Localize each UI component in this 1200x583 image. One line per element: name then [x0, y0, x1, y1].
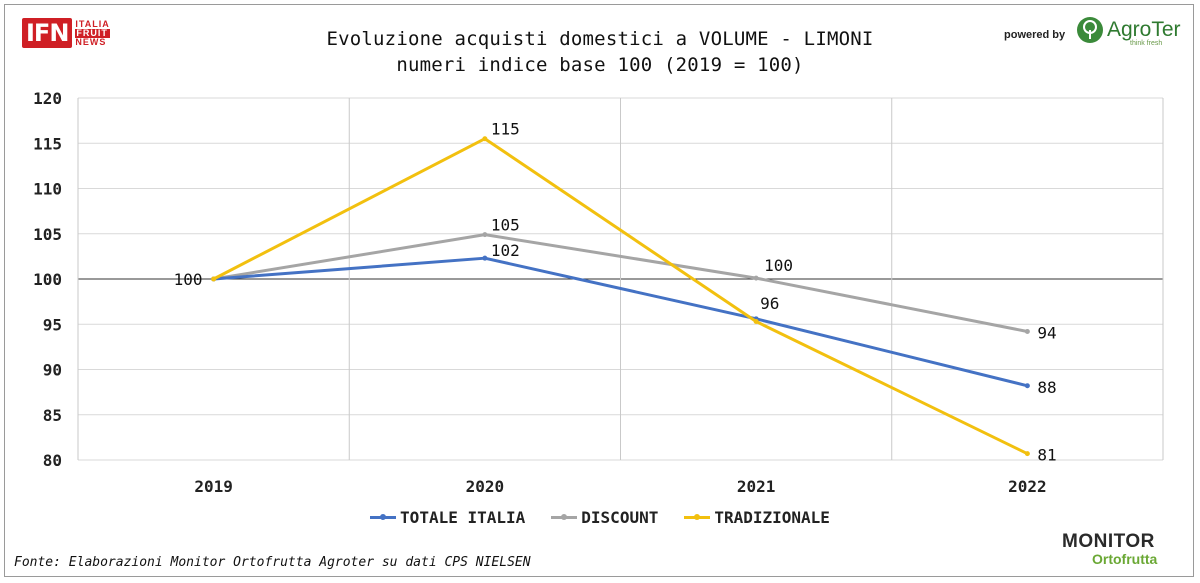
data-point-totale-italia-2022 — [1024, 383, 1030, 389]
ifn-logo: IFN ITALIA FRUIT NEWS — [22, 18, 110, 48]
data-label-discount-2020: 105 — [491, 216, 520, 235]
data-label-tradizionale-2022: 81 — [1037, 446, 1056, 465]
source-note: Fonte: Elaborazioni Monitor Ortofrutta A… — [14, 555, 531, 570]
ifn-logo-mark: IFN — [22, 18, 73, 48]
data-point-discount-2021 — [753, 275, 759, 281]
data-point-tradizionale-2021 — [753, 319, 759, 325]
y-tick-label-90: 90 — [43, 361, 62, 380]
legend-item-discount: DISCOUNT — [551, 508, 658, 527]
legend-item-totale-italia: TOTALE ITALIA — [370, 508, 525, 527]
ifn-logo-line1: ITALIA — [75, 18, 110, 29]
legend-swatch — [551, 514, 578, 520]
data-point-tradizionale-2019 — [211, 276, 217, 282]
series-line-totale-italia — [213, 256, 1028, 388]
legend-swatch — [684, 514, 711, 520]
series-line-tradizionale — [212, 137, 1029, 456]
legend-item-tradizionale: TRADIZIONALE — [684, 508, 830, 527]
ifn-logo-line2: FRUIT — [75, 27, 110, 38]
data-point-tradizionale-2020 — [482, 136, 488, 142]
series-line-discount — [213, 233, 1028, 333]
legend-label: TOTALE ITALIA — [400, 508, 526, 527]
data-point-totale-italia-2020 — [482, 255, 488, 261]
data-label-tradizionale-2020: 115 — [491, 120, 520, 139]
data-label-discount-2019: 100 — [174, 270, 203, 289]
data-label-discount-2022: 94 — [1037, 323, 1056, 342]
y-tick-label-80: 80 — [43, 451, 62, 470]
monitor-logo-line1: MONITOR — [1062, 531, 1155, 552]
legend-label: TRADIZIONALE — [714, 508, 830, 527]
chart-title-line2: numeri indice base 100 (2019 = 100) — [396, 54, 804, 76]
monitor-logo-line2: Ortofrutta — [1092, 551, 1158, 567]
y-tick-label-115: 115 — [33, 134, 62, 153]
agroter-logo-text: AgroTer — [1107, 18, 1181, 41]
y-tick-label-85: 85 — [43, 406, 62, 425]
y-tick-label-95: 95 — [43, 315, 62, 334]
data-point-discount-2020 — [482, 232, 488, 238]
chart-frame — [4, 4, 1194, 577]
y-tick-label-120: 120 — [33, 89, 62, 108]
agroter-logo: AgroTer — [1076, 16, 1181, 44]
y-tick-label-105: 105 — [33, 225, 62, 244]
powered-by-label: powered by — [1004, 29, 1066, 41]
ifn-logo-subtitle: ITALIA FRUIT NEWS — [75, 18, 110, 47]
data-label-totale-italia-2021: 96 — [760, 294, 779, 313]
data-label-discount-2021: 100 — [764, 256, 793, 275]
data-label-totale-italia-2022: 88 — [1037, 378, 1056, 397]
x-tick-label-2019: 2019 — [194, 477, 233, 496]
legend-swatch — [370, 514, 397, 520]
x-tick-label-2022: 2022 — [1008, 477, 1047, 496]
data-point-discount-2022 — [1024, 328, 1030, 334]
chart-legend: TOTALE ITALIA DISCOUNT TRADIZIONALE — [0, 508, 1200, 527]
legend-label: DISCOUNT — [581, 508, 659, 527]
x-tick-label-2021: 2021 — [737, 477, 776, 496]
data-point-tradizionale-2022 — [1024, 451, 1030, 457]
agroter-tagline: think fresh — [1130, 40, 1163, 47]
y-tick-label-110: 110 — [33, 180, 62, 199]
chart-title-line1: Evoluzione acquisti domestici a VOLUME -… — [326, 28, 874, 50]
monitor-ortofrutta-logo: MONITOR Ortofrutta — [1062, 531, 1158, 567]
y-tick-label-100: 100 — [33, 270, 62, 289]
tree-icon — [1077, 17, 1103, 43]
chart-title: Evoluzione acquisti domestici a VOLUME -… — [250, 26, 950, 78]
x-tick-label-2020: 2020 — [466, 477, 505, 496]
ifn-logo-line3: NEWS — [75, 36, 107, 47]
data-label-totale-italia-2020: 102 — [491, 241, 520, 260]
